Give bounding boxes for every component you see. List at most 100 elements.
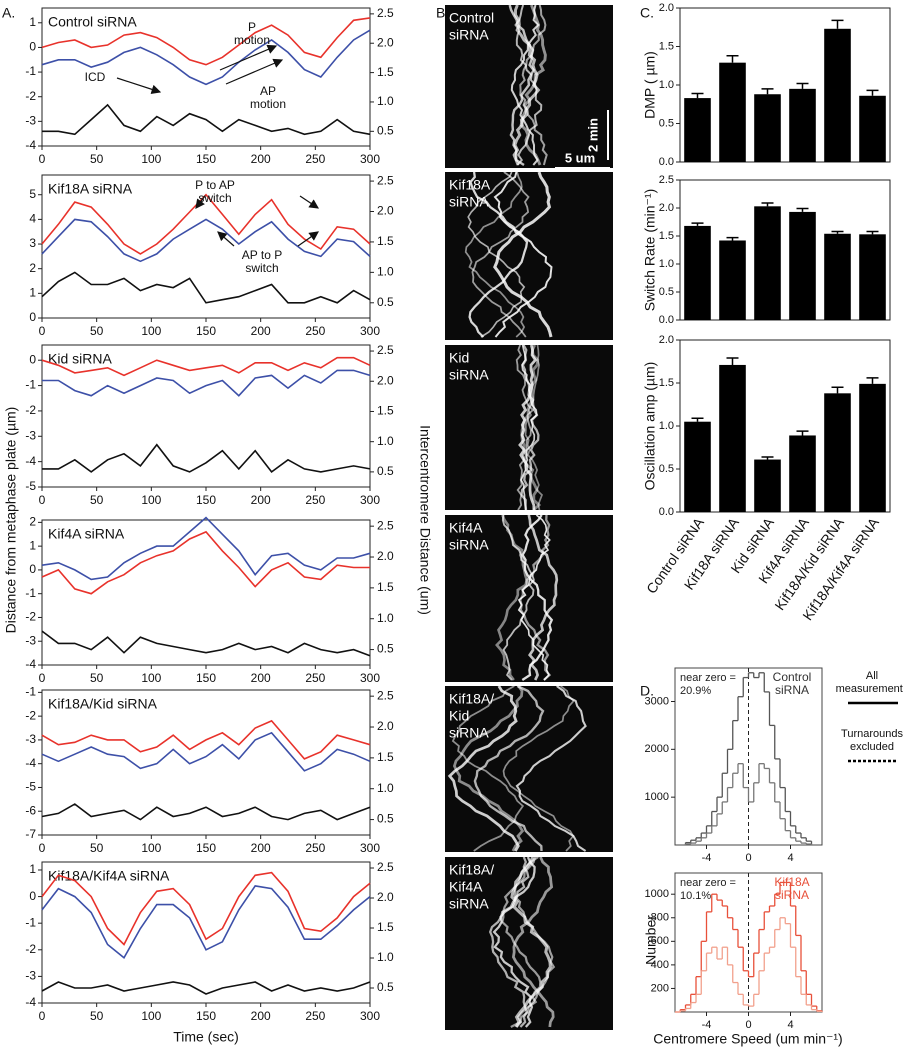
kymograph-label: siRNA xyxy=(449,27,489,43)
chart-title: Kif18A/Kif4A siRNA xyxy=(48,868,170,884)
annotation: AP xyxy=(260,84,276,98)
y2-tick-label: 0.5 xyxy=(377,642,394,656)
bar xyxy=(754,94,781,162)
kymograph-trace xyxy=(447,685,520,852)
x-tick-label: 50 xyxy=(90,324,104,338)
bar xyxy=(824,393,851,512)
x-tick-label: 0 xyxy=(745,1019,751,1031)
x-tick-label: 150 xyxy=(196,152,216,166)
bar xyxy=(719,240,746,320)
x-tick-label: 50 xyxy=(90,1009,104,1023)
y2-tick-label: 1.5 xyxy=(377,750,394,764)
annotation-arrow xyxy=(217,231,235,247)
legend-label: excluded xyxy=(850,741,894,753)
y-tick-label: -3 xyxy=(25,633,36,647)
x-tick-label: 50 xyxy=(90,671,104,685)
x-tick-label: 300 xyxy=(360,671,380,685)
series-line xyxy=(41,719,371,760)
annotation: near zero = xyxy=(680,877,736,889)
y2-tick-label: 1.0 xyxy=(377,434,394,448)
kymograph-label: siRNA xyxy=(449,194,489,210)
series-line xyxy=(41,731,371,772)
y-tick-label: -1 xyxy=(25,915,36,929)
annotation: 10.1% xyxy=(680,890,711,902)
y2-tick-label: 1.0 xyxy=(377,94,394,108)
bar xyxy=(824,28,851,163)
kymograph-label: Kid xyxy=(449,708,469,724)
bar xyxy=(859,95,886,162)
y2-tick-label: 2.5 xyxy=(377,343,394,357)
y2-tick-label: 2.5 xyxy=(377,173,394,187)
y-tick-label: -2 xyxy=(25,942,36,956)
y2-tick-label: 1.0 xyxy=(377,781,394,795)
chart-title: Kif18A siRNA xyxy=(48,181,133,197)
kymograph-trace xyxy=(518,344,538,511)
y-axis-label: Distance from metaphase plate (µm) xyxy=(3,407,19,634)
kymograph-label: siRNA xyxy=(449,725,489,741)
y-tick-label: 2.0 xyxy=(659,334,674,346)
y-tick-label: 0.0 xyxy=(659,156,674,168)
legend-label: measurements xyxy=(836,683,903,695)
error-bar xyxy=(691,417,704,422)
annotation: AP to P xyxy=(242,248,282,262)
y-tick-label: 1 xyxy=(29,15,36,29)
kymograph-label: Kif18A xyxy=(449,177,491,193)
annotation: switch xyxy=(198,191,231,205)
panel-label: A. xyxy=(2,5,15,21)
y-tick-label: 600 xyxy=(651,935,669,947)
y-tick-label: 4 xyxy=(29,212,36,226)
kymograph-label: Control xyxy=(449,10,494,26)
annotation: near zero = xyxy=(680,672,736,684)
y-tick-label: -1 xyxy=(25,64,36,78)
y-tick-label: -5 xyxy=(25,479,36,493)
x-tick-label: 200 xyxy=(251,1009,271,1023)
kymograph-label: Kif18A/ xyxy=(449,862,494,878)
y2-tick-label: 1.5 xyxy=(377,580,394,594)
x-axis-label: Centromere Speed (um min⁻¹) xyxy=(653,1031,842,1047)
plot-frame xyxy=(679,179,891,321)
legend-label: Turnarounds xyxy=(841,728,903,740)
kymograph-trace xyxy=(510,856,552,1028)
y-tick-label: -4 xyxy=(25,138,36,152)
error-bar xyxy=(691,222,704,226)
y-axis-label: DMP ( µm) xyxy=(642,51,658,119)
y2-tick-label: 2.0 xyxy=(377,719,394,733)
series-line xyxy=(41,271,371,304)
y2-tick-label: 1.0 xyxy=(377,950,394,964)
annotation: ICD xyxy=(85,70,106,84)
y-tick-label: 0 xyxy=(29,889,36,903)
y-tick-label: -1 xyxy=(25,685,36,699)
x-tick-label: 100 xyxy=(141,841,161,855)
y-tick-label: 800 xyxy=(651,912,669,924)
annotation-arrow xyxy=(297,231,319,247)
kymograph-trace xyxy=(519,4,548,166)
bar xyxy=(789,88,816,162)
series-line xyxy=(41,218,371,263)
kymograph-trace xyxy=(517,514,551,681)
y-tick-label: -4 xyxy=(25,756,36,770)
x-tick-label: 0 xyxy=(39,671,46,685)
kymograph-label: Kid xyxy=(449,350,469,366)
annotation-arrow xyxy=(299,195,319,209)
kymograph-trace xyxy=(520,344,540,511)
bar xyxy=(719,62,746,162)
bar xyxy=(684,421,711,512)
error-bar xyxy=(796,82,809,89)
chart-title: Kif18A/Kid siRNA xyxy=(48,696,158,712)
y-tick-label: -1 xyxy=(25,378,36,392)
y-tick-label: 2.5 xyxy=(659,174,674,186)
x-tick-label: 300 xyxy=(360,841,380,855)
x-tick-label: 0 xyxy=(39,152,46,166)
kymograph-trace xyxy=(471,171,530,338)
y-tick-label: 0.5 xyxy=(659,117,674,129)
y-tick-label: -1 xyxy=(25,586,36,600)
y-tick-label: 1.5 xyxy=(659,230,674,242)
annotation: Control xyxy=(773,670,812,684)
kymograph-trace xyxy=(493,171,553,338)
y-tick-label: 0.0 xyxy=(659,314,674,326)
y2-tick-label: 1.0 xyxy=(377,611,394,625)
y2-tick-label: 2.0 xyxy=(377,549,394,563)
series-line xyxy=(41,530,370,595)
y-tick-label: -4 xyxy=(25,454,36,468)
